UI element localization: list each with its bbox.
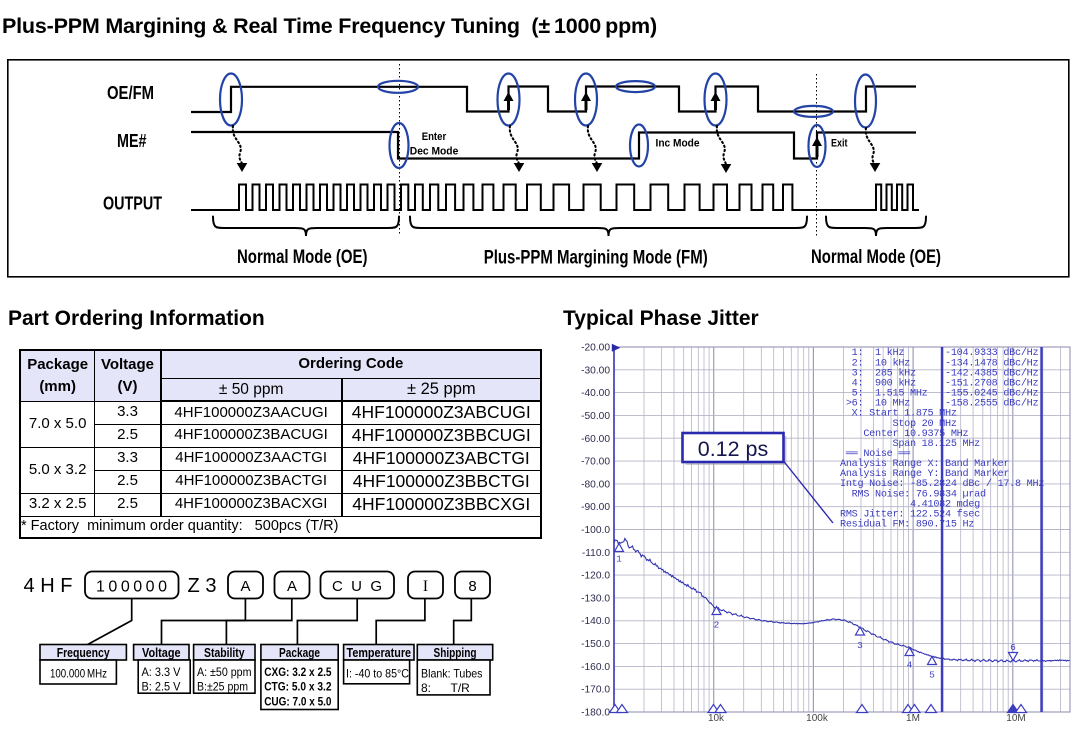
svg-text:-170.0: -170.0 — [581, 685, 610, 696]
svg-text:2: 10 kHz -134.1478 dBc/: 2: 10 kHz -134.1478 dBc/Hz — [840, 357, 1039, 369]
svg-text:-120.0: -120.0 — [581, 571, 610, 582]
svg-text:Analysis Range X: Band Marker: Analysis Range X: Band Marker — [840, 458, 1009, 470]
svg-text:Analysis Range Y: Band Marker: Analysis Range Y: Band Marker — [840, 468, 1009, 480]
svg-text:Temperature: Temperature — [347, 646, 412, 660]
svg-text:Enter: Enter — [422, 131, 447, 143]
svg-text:4: 900 kHz -151.2708 dBc/: 4: 900 kHz -151.2708 dBc/Hz — [840, 377, 1039, 389]
svg-text:ME#: ME# — [117, 131, 147, 151]
svg-text:I: I — [423, 578, 428, 595]
svg-text:Intg Noise: -85.2824 dBc / 17.: Intg Noise: -85.2824 dBc / 17.8 MHz — [840, 478, 1044, 490]
svg-text:Shipping: Shipping — [434, 646, 477, 660]
svg-text:-20.00: -20.00 — [581, 343, 610, 354]
svg-text:CXG: 3.2 x 2.5: CXG: 3.2 x 2.5 — [264, 665, 332, 679]
svg-text:-70.00: -70.00 — [581, 457, 610, 468]
svg-text:4: 4 — [907, 660, 913, 671]
svg-text:RMS Noise: 76.9834 µrad: RMS Noise: 76.9834 µrad — [840, 488, 986, 500]
svg-text:3: 285 kHz -142.4385 dBc/: 3: 285 kHz -142.4385 dBc/Hz — [840, 367, 1039, 379]
svg-text:-110.0: -110.0 — [582, 548, 610, 559]
svg-text:10M: 10M — [1006, 713, 1025, 724]
svg-text:1M: 1M — [906, 713, 920, 724]
svg-text:3: 3 — [857, 640, 863, 651]
svg-text:Stability: Stability — [204, 646, 245, 660]
svg-text:Voltage: Voltage — [142, 646, 181, 660]
svg-text:Inc Mode: Inc Mode — [656, 138, 700, 150]
svg-text:OE/FM: OE/FM — [107, 83, 154, 103]
svg-text:Normal Mode (OE): Normal Mode (OE) — [811, 247, 941, 268]
svg-text:Span 18.125 MHz: Span 18.125 MHz — [840, 439, 980, 450]
svg-text:Dec Mode: Dec Mode — [410, 146, 459, 158]
svg-text:B: 2.5 V: B: 2.5 V — [142, 680, 181, 694]
svg-text:A: A — [240, 578, 250, 595]
svg-text:A: ±50 ppm: A: ±50 ppm — [197, 665, 252, 679]
svg-text:══ Noise ══: ══ Noise ══ — [840, 448, 911, 460]
svg-text:10k: 10k — [708, 713, 725, 724]
svg-text:-80.00: -80.00 — [581, 479, 610, 490]
svg-text:X: Start 1.875 MHz: X: Start 1.875 MHz — [840, 409, 957, 420]
svg-text:8: 8 — [468, 578, 476, 595]
svg-text:1: 1 kHz -104.9333 dBc/: 1: 1 kHz -104.9333 dBc/Hz — [840, 347, 1039, 359]
svg-text:CUG: 7.0 x 5.0: CUG: 7.0 x 5.0 — [264, 694, 332, 708]
svg-text:B:±25 ppm: B:±25 ppm — [197, 680, 248, 694]
svg-text:Residual FM: 890.715 Hz: Residual FM: 890.715 Hz — [840, 519, 974, 531]
svg-text:2: 2 — [714, 620, 720, 631]
svg-text:0.12 ps: 0.12 ps — [698, 437, 769, 461]
svg-text:-150.0: -150.0 — [581, 639, 610, 650]
svg-text:Package: Package — [279, 646, 320, 660]
svg-text:100k: 100k — [806, 713, 829, 724]
svg-text:100.000 MHz: 100.000 MHz — [50, 667, 107, 681]
svg-text:Blank: Tubes: Blank: Tubes — [421, 667, 483, 681]
svg-text:I: -40 to 85°C: I: -40 to 85°C — [346, 667, 409, 681]
svg-text:-90.00: -90.00 — [581, 502, 610, 513]
svg-text:-40.00: -40.00 — [581, 388, 610, 399]
svg-text:-60.00: -60.00 — [581, 434, 610, 445]
svg-text:C U G: C U G — [332, 578, 382, 595]
svg-text:Center 10.9375 MHz: Center 10.9375 MHz — [840, 429, 969, 440]
svg-text:-100.0: -100.0 — [581, 525, 610, 536]
svg-text:A: A — [287, 578, 297, 595]
svg-text:>6: 10 MHz -158.2555 dBc: >6: 10 MHz -158.2555 dBc/Hz — [840, 398, 1039, 410]
svg-text:4.41082 mdeg: 4.41082 mdeg — [840, 498, 980, 510]
svg-text:Plus-PPM Margining Mode (FM): Plus-PPM Margining Mode (FM) — [484, 248, 708, 269]
svg-text:-50.00: -50.00 — [581, 411, 610, 422]
svg-text:OUTPUT: OUTPUT — [103, 194, 162, 214]
svg-text:Stop 20 MHz: Stop 20 MHz — [840, 419, 957, 430]
svg-text:-130.0: -130.0 — [581, 593, 610, 604]
svg-text:1: 1 — [616, 554, 622, 565]
svg-text:-140.0: -140.0 — [581, 616, 610, 627]
svg-text:8:: 8: — [421, 681, 431, 695]
svg-text:-180.0: -180.0 — [581, 708, 610, 719]
svg-text:-30.00: -30.00 — [581, 365, 610, 376]
svg-text:5: 1.515 MHz -155.0245 dBc/: 5: 1.515 MHz -155.0245 dBc/Hz — [840, 388, 1039, 400]
svg-text:Normal Mode (OE): Normal Mode (OE) — [237, 247, 368, 268]
svg-text:A: 3.3 V: A: 3.3 V — [142, 665, 181, 679]
svg-text:CTG: 5.0 x 3.2: CTG: 5.0 x 3.2 — [264, 680, 332, 694]
svg-text:-160.0: -160.0 — [581, 662, 610, 673]
svg-text:T/R: T/R — [451, 681, 471, 695]
svg-text:5: 5 — [929, 670, 935, 681]
svg-text:Frequency: Frequency — [57, 646, 110, 660]
svg-text:RMS Jitter: 122.524 fsec: RMS Jitter: 122.524 fsec — [840, 509, 980, 521]
svg-text:6: 6 — [1010, 642, 1016, 653]
svg-text:4 H F: 4 H F — [24, 575, 73, 597]
svg-text:Exit: Exit — [831, 138, 848, 150]
svg-text:1 0 0 0 0 0: 1 0 0 0 0 0 — [96, 579, 167, 596]
svg-text:Z 3: Z 3 — [188, 575, 217, 597]
